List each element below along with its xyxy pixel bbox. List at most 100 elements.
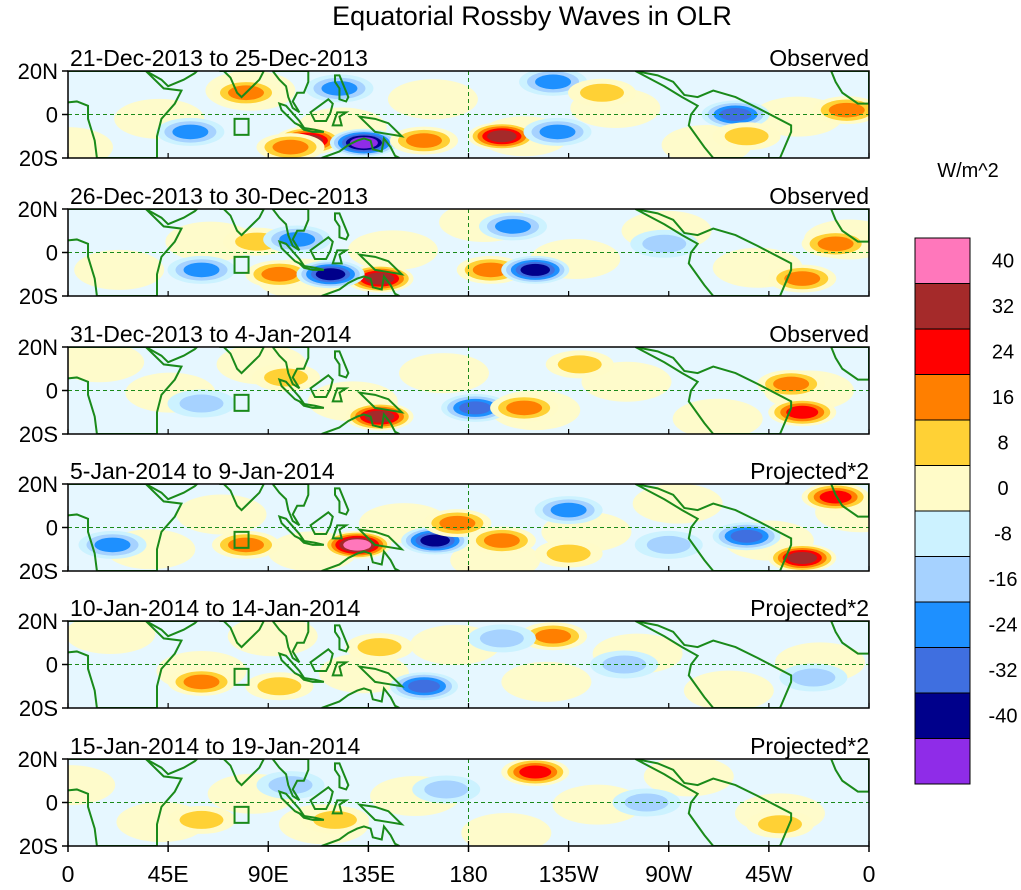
y-tick-label: 0 xyxy=(46,516,58,541)
anomaly-contour xyxy=(828,102,865,118)
coastline xyxy=(68,71,184,158)
colorbar-level-label: 8 xyxy=(997,433,1008,455)
anomaly-contour xyxy=(546,544,591,563)
background-patch xyxy=(672,398,763,434)
y-tick-label: 20S xyxy=(19,284,58,309)
region-box xyxy=(233,117,250,136)
anomaly-contour xyxy=(408,679,440,693)
colorbar-level-label: 32 xyxy=(992,296,1014,318)
panel-1: 20N 0 20S 21-Dec-2013 to 25-Dec-2013 Observe… xyxy=(18,45,870,171)
anomaly-contour xyxy=(315,268,346,281)
coastline xyxy=(271,71,310,114)
anomaly-contour xyxy=(495,219,531,234)
panels-group: 20N 0 20S 21-Dec-2013 to 25-Dec-2013 Observe… xyxy=(18,45,870,859)
coastline xyxy=(334,74,350,103)
anomaly-contour xyxy=(787,551,818,564)
y-tick-label: 20N xyxy=(18,59,58,84)
coastline xyxy=(68,209,184,296)
coastline xyxy=(830,759,869,793)
coastline xyxy=(321,135,400,158)
anomaly-contour xyxy=(520,263,551,276)
coastlines xyxy=(68,759,869,846)
coastline xyxy=(334,762,350,791)
coastline xyxy=(309,510,334,536)
y-tick-label: 20N xyxy=(18,747,58,772)
coastline xyxy=(356,391,405,414)
anomaly-contour xyxy=(406,133,442,148)
anomaly-contour xyxy=(487,130,517,143)
coastline xyxy=(298,402,325,409)
anomaly-blobs xyxy=(167,759,814,839)
coastline xyxy=(634,347,793,434)
colorbar-swatch xyxy=(914,556,971,603)
coastline xyxy=(634,484,793,571)
panel-date-range: 5-Jan-2014 to 9-Jan-2014 xyxy=(70,458,335,484)
coastline xyxy=(68,484,184,571)
coastline xyxy=(143,209,199,226)
coastline xyxy=(271,209,310,252)
anomaly-contour xyxy=(343,539,372,551)
coastlines xyxy=(68,209,869,296)
coastline xyxy=(321,823,400,846)
region-box xyxy=(233,667,250,686)
coastline xyxy=(334,350,350,379)
colorbar-swatch xyxy=(914,374,971,421)
coastline xyxy=(271,759,310,802)
coastline xyxy=(219,484,265,512)
colorbar-swatch xyxy=(914,647,971,694)
coastline xyxy=(143,347,199,364)
y-tick-label: 0 xyxy=(46,653,58,678)
panel-date-range: 21-Dec-2013 to 25-Dec-2013 xyxy=(70,45,368,71)
colorbar-swatch xyxy=(914,283,971,330)
coastline xyxy=(309,373,334,399)
anomaly-contour xyxy=(773,376,810,392)
coastline xyxy=(634,209,793,296)
anomaly-contour xyxy=(786,405,819,419)
x-tick-label: 0 xyxy=(62,861,75,887)
anomaly-blobs xyxy=(78,484,869,571)
coastline xyxy=(298,676,325,683)
y-tick-label: 0 xyxy=(46,379,58,404)
panel-5: 20N 0 20S 10-Jan-2014 to 14-Jan-2014 Project… xyxy=(18,595,870,721)
x-axis: 0 45E 90E 135E 180 135W 90W 45W 0 xyxy=(62,846,875,887)
colorbar-swatch xyxy=(914,692,971,739)
anomaly-contour xyxy=(264,368,309,387)
colorbar-swatch xyxy=(914,601,971,648)
panel-4: 20N 0 20S 5-Jan-2014 to 9-Jan-2014 Projected… xyxy=(18,458,870,584)
anomaly-contour xyxy=(758,815,802,834)
x-tick-label: 45W xyxy=(745,861,793,887)
coastline xyxy=(830,347,869,381)
region-box xyxy=(233,255,250,274)
coastline xyxy=(219,347,265,375)
y-tick-label: 20S xyxy=(19,559,58,584)
anomaly-blobs xyxy=(167,622,848,701)
anomaly-contour xyxy=(179,810,224,829)
colorbar-level-label: -16 xyxy=(989,569,1018,591)
coastline xyxy=(321,273,400,296)
x-tick-label: 45E xyxy=(148,861,189,887)
y-tick-label: 20N xyxy=(18,335,58,360)
anomaly-contour xyxy=(642,234,687,253)
anomaly-contour xyxy=(550,502,587,518)
background-patch xyxy=(176,494,267,535)
anomaly-contour xyxy=(819,490,852,504)
background-patch xyxy=(347,230,438,271)
anomaly-contour xyxy=(424,780,469,799)
coastline xyxy=(830,71,869,105)
anomaly-contour xyxy=(817,236,854,252)
coastline xyxy=(830,484,869,518)
y-tick-label: 20S xyxy=(19,834,58,859)
coastline xyxy=(219,71,265,99)
colorbar-swatch xyxy=(914,237,971,284)
colorbar-level-label: 24 xyxy=(992,342,1014,364)
coastline xyxy=(219,621,265,649)
coastline xyxy=(634,759,793,846)
colorbar-swatch xyxy=(914,465,971,512)
y-tick-label: 0 xyxy=(46,791,58,816)
colorbar-swatch xyxy=(914,510,971,557)
coastline xyxy=(219,209,265,237)
coastlines xyxy=(68,347,869,434)
anomaly-contour xyxy=(791,668,836,687)
coastline xyxy=(634,71,793,158)
coastline xyxy=(219,759,265,787)
